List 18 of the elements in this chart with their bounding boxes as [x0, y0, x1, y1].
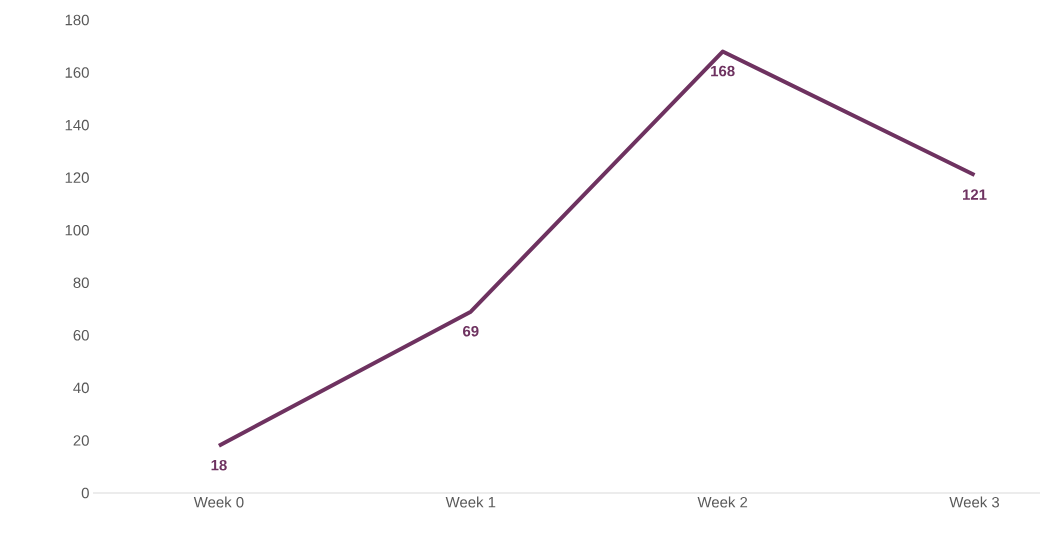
x-tick-label: Week 1 — [445, 496, 496, 508]
y-tick-label: 160 — [65, 67, 89, 78]
data-label: 69 — [463, 325, 479, 337]
x-tick-label: Week 3 — [949, 496, 1000, 508]
y-tick-label: 120 — [65, 172, 89, 183]
y-tick-label: 60 — [73, 330, 89, 341]
data-label: 18 — [211, 459, 227, 471]
x-tick-label: Week 2 — [697, 496, 748, 508]
y-tick-label: 40 — [73, 382, 89, 394]
y-tick-label: 0 — [81, 487, 89, 499]
y-tick-label: 100 — [65, 224, 89, 236]
y-tick-label: 140 — [65, 119, 89, 131]
data-label: 121 — [963, 189, 987, 200]
data-label: 168 — [711, 65, 735, 77]
y-tick-label: 180 — [65, 14, 89, 26]
y-tick-label: 80 — [73, 277, 89, 289]
x-tick-label: Week 0 — [193, 496, 244, 508]
y-tick-label: 20 — [73, 435, 89, 446]
